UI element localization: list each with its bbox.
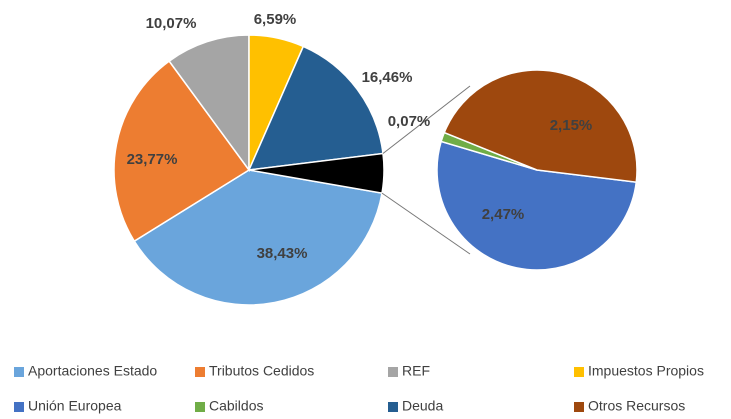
legend-swatch xyxy=(14,402,24,412)
data-label: 0,07% xyxy=(388,113,431,130)
data-label: 38,43% xyxy=(257,245,308,262)
legend-swatch xyxy=(195,402,205,412)
data-label: 23,77% xyxy=(127,151,178,168)
legend-swatch xyxy=(14,367,24,377)
legend-swatch xyxy=(195,367,205,377)
pie-slice xyxy=(133,169,383,306)
data-label: 2,15% xyxy=(550,117,593,134)
data-label: 10,07% xyxy=(146,15,197,32)
connector xyxy=(381,192,471,255)
legend-swatch xyxy=(388,402,398,412)
legend-label: Unión Europea xyxy=(28,398,122,414)
legend-label: Impuestos Propios xyxy=(588,363,704,379)
legend-label: Tributos Cedidos xyxy=(209,363,314,379)
legend-swatch xyxy=(388,367,398,377)
data-label: 2,47% xyxy=(482,206,525,223)
legend-label: Deuda xyxy=(402,398,443,414)
data-label: 6,59% xyxy=(254,11,297,28)
legend-swatch xyxy=(574,367,584,377)
pie-slice xyxy=(168,34,250,173)
legend-swatch xyxy=(574,402,584,412)
legend-label: Cabildos xyxy=(209,398,263,414)
pie-slice xyxy=(443,69,638,184)
pie-slice xyxy=(247,45,384,171)
legend-label: Aportaciones Estado xyxy=(28,363,157,379)
other-slice xyxy=(248,152,385,194)
legend-label: Otros Recursos xyxy=(588,398,685,414)
data-label: 16,46% xyxy=(362,69,413,86)
connector xyxy=(382,85,471,154)
pie-slice xyxy=(436,140,638,271)
legend-label: REF xyxy=(402,363,430,379)
pie-slice xyxy=(113,60,251,243)
